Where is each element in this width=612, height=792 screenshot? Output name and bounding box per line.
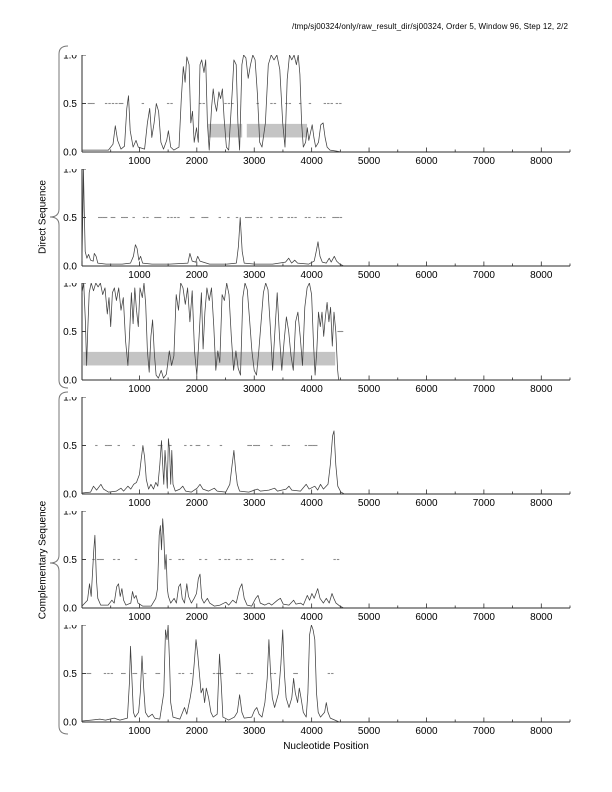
x-tick-label: 2000 xyxy=(186,270,209,281)
x-tick-label: 8000 xyxy=(530,726,553,737)
y-tick-label: 0.5 xyxy=(63,213,77,224)
x-tick-label: 5000 xyxy=(358,270,381,281)
x-tick-label: 8000 xyxy=(530,156,553,167)
x-axis-label: Nucleotide Position xyxy=(283,741,369,752)
y-tick-label: 1.0 xyxy=(63,397,77,404)
x-tick-label: 3000 xyxy=(243,498,266,509)
x-tick-label: 3000 xyxy=(243,726,266,737)
y-tick-label: 0.5 xyxy=(63,99,77,110)
panel-3-plot: 1.0 0.5 0.0 1000 2000 3000 4000 5000 6000 7000 800… xyxy=(63,283,571,395)
x-tick-label: 7000 xyxy=(473,612,496,623)
x-tick-label: 6000 xyxy=(415,726,438,737)
x-tick-label: 7000 xyxy=(473,726,496,737)
y-tick-label: 0.5 xyxy=(63,327,77,338)
x-tick-label: 1000 xyxy=(128,384,151,395)
x-tick-label: 3000 xyxy=(243,270,266,281)
x-tick-label: 6000 xyxy=(415,384,438,395)
x-tick-label: 5000 xyxy=(358,498,381,509)
x-tick-label: 2000 xyxy=(186,726,209,737)
panel-6-plot: 1.0 0.5 0.0 1000 2000 3000 4000 5000 6000 7000 800… xyxy=(63,625,571,737)
coding-potential-curve xyxy=(81,430,345,495)
x-tick-label: 7000 xyxy=(473,270,496,281)
x-tick-label: 4000 xyxy=(301,384,324,395)
coding-potential-curve xyxy=(81,283,339,381)
y-tick-label: 0.0 xyxy=(63,148,77,159)
x-tick-label: 7000 xyxy=(473,156,496,167)
x-tick-label: 5000 xyxy=(358,612,381,623)
x-tick-label: 5000 xyxy=(358,726,381,737)
x-tick-label: 4000 xyxy=(301,270,324,281)
x-tick-label: 5000 xyxy=(358,156,381,167)
x-tick-label: 3000 xyxy=(243,384,266,395)
x-tick-label: 1000 xyxy=(128,498,151,509)
x-tick-label: 8000 xyxy=(530,498,553,509)
predicted-region-bar xyxy=(83,351,336,366)
coding-potential-curve xyxy=(82,55,342,153)
x-tick-label: 3000 xyxy=(243,612,266,623)
y-tick-label: 1.0 xyxy=(63,625,77,632)
x-tick-label: 6000 xyxy=(415,156,438,167)
x-tick-label: 1000 xyxy=(128,270,151,281)
x-tick-label: 4000 xyxy=(301,726,324,737)
y-tick-label: 1.0 xyxy=(63,511,77,518)
y-tick-label: 0.5 xyxy=(63,669,77,680)
x-tick-label: 7000 xyxy=(473,498,496,509)
x-tick-label: 8000 xyxy=(530,612,553,623)
y-tick-label: 0.5 xyxy=(63,441,77,452)
coding-potential-curve xyxy=(81,518,344,609)
y-tick-label: 0.0 xyxy=(63,490,77,501)
x-tick-label: 6000 xyxy=(415,498,438,509)
x-tick-label: 3000 xyxy=(243,156,266,167)
x-tick-label: 7000 xyxy=(473,384,496,395)
y-tick-label: 1.0 xyxy=(63,283,77,290)
panel-5-plot: 1.0 0.5 0.0 1000 2000 3000 4000 5000 6000 7000 800… xyxy=(63,511,571,623)
x-tick-label: 6000 xyxy=(415,270,438,281)
panel-1-plot: 1.0 0.5 0.0 1000 2000 3000 4000 5000 6000 7000 800… xyxy=(63,55,571,167)
plot-title: /tmp/sj00324/only/raw_result_dir/sj00324… xyxy=(292,22,568,31)
y-tick-label: 1.0 xyxy=(63,169,77,176)
predicted-region-bar xyxy=(246,123,308,138)
x-tick-label: 1000 xyxy=(128,612,151,623)
x-tick-label: 8000 xyxy=(530,270,553,281)
coding-potential-curve xyxy=(81,625,340,723)
x-tick-label: 2000 xyxy=(186,156,209,167)
x-tick-label: 2000 xyxy=(186,498,209,509)
y-tick-label: 0.5 xyxy=(63,555,77,566)
y-tick-label: 0.0 xyxy=(63,604,77,615)
x-tick-label: 1000 xyxy=(128,726,151,737)
x-tick-label: 8000 xyxy=(530,384,553,395)
x-tick-label: 4000 xyxy=(301,612,324,623)
direct-sequence-brace xyxy=(49,45,69,389)
coding-potential-curve xyxy=(81,169,344,267)
y-tick-label: 1.0 xyxy=(63,55,77,62)
x-tick-label: 5000 xyxy=(358,384,381,395)
panel-4-plot: 1.0 0.5 0.0 1000 2000 3000 4000 5000 6000 7000 800… xyxy=(63,397,571,509)
x-tick-label: 1000 xyxy=(128,156,151,167)
y-tick-label: 0.0 xyxy=(63,262,77,273)
y-tick-label: 0.0 xyxy=(63,718,77,729)
x-tick-label: 2000 xyxy=(186,612,209,623)
y-tick-label: 0.0 xyxy=(63,376,77,387)
x-tick-label: 6000 xyxy=(415,612,438,623)
x-tick-label: 2000 xyxy=(186,384,209,395)
x-tick-label: 4000 xyxy=(301,498,324,509)
x-tick-label: 4000 xyxy=(301,156,324,167)
panel-2-plot: 1.0 0.5 0.0 1000 2000 3000 4000 5000 6000 7000 800… xyxy=(63,169,571,281)
complementary-sequence-brace xyxy=(49,391,69,735)
